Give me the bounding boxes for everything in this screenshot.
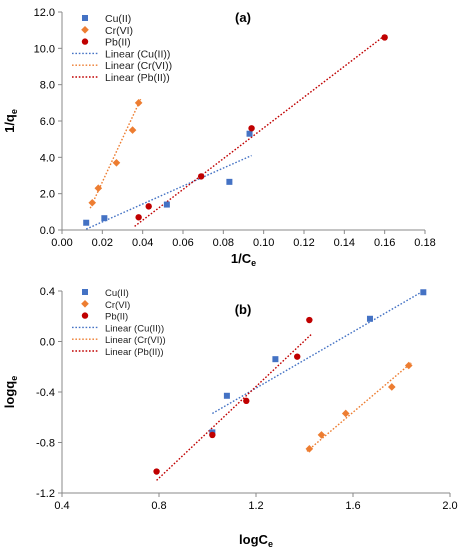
data-point <box>272 356 279 363</box>
y-tick-label: 6.0 <box>40 116 55 128</box>
legend-marker <box>81 26 89 34</box>
trendline <box>134 35 386 227</box>
trendline <box>85 154 252 230</box>
data-point <box>88 198 97 207</box>
legend-marker <box>81 300 89 308</box>
data-point <box>243 397 250 405</box>
x-axis-label: 1/Ce <box>231 251 256 268</box>
y-tick-label: 10.0 <box>34 43 55 55</box>
data-point <box>226 178 233 185</box>
trendline <box>156 333 313 481</box>
data-point <box>128 126 137 134</box>
legend-label: Pb(II) <box>105 37 131 49</box>
y-tick-label: 8.0 <box>40 80 55 92</box>
x-tick-label: 0.06 <box>172 237 193 249</box>
x-tick-label: 1.6 <box>345 500 360 512</box>
y-tick-label: 2.0 <box>40 189 55 201</box>
x-tick-label: 1.2 <box>248 500 263 512</box>
y-axis-label: 1/qe <box>2 109 19 133</box>
y-tick-label: -0.4 <box>36 387 55 399</box>
y-tick-label: 0.0 <box>40 337 55 349</box>
y-tick-label: 12.0 <box>34 7 55 19</box>
x-tick-label: 0.08 <box>213 237 234 249</box>
legend-marker <box>81 38 89 45</box>
data-point <box>294 353 301 360</box>
chart-panel-b: 0.4 0.8 1.2 1.6 2.0 -1.2 -0.8 -0.4 0.0 0.4 logCe lo… <box>2 286 458 549</box>
legend-label: Linear (Cu(II)) <box>105 323 164 334</box>
data-point <box>366 315 373 322</box>
data-point <box>388 383 396 391</box>
x-axis-label: logCe <box>239 532 273 549</box>
data-point <box>223 392 230 399</box>
data-point <box>341 409 350 418</box>
y-tick-label: 0.4 <box>40 286 55 298</box>
legend-label: Linear (Cr(VI)) <box>105 60 172 72</box>
legend-label: Cu(II) <box>105 13 131 25</box>
legend-marker <box>81 312 89 319</box>
data-point <box>305 445 314 453</box>
x-tick-label: 0.04 <box>132 237 153 249</box>
data-point <box>134 99 143 107</box>
legend-label: Linear (Cr(VI)) <box>105 335 166 346</box>
y-tick-label: -0.8 <box>36 438 55 450</box>
y-tick-label: 0.0 <box>40 225 55 237</box>
x-tick-label: 0.4 <box>54 500 69 512</box>
legend-label: Linear (Pb(II)) <box>105 347 164 358</box>
x-tick-label: 0.14 <box>334 237 355 249</box>
legend-marker <box>82 15 88 21</box>
chart-panel-a: 0.00 0.02 0.04 0.06 0.08 0.10 0.12 0.14 0.16 0.18… <box>2 7 436 268</box>
data-point <box>197 173 205 180</box>
legend: Cu(II)Cr(VI)Pb(II)Linear (Cu(II))Linear … <box>72 288 166 358</box>
data-point <box>94 184 103 193</box>
legend-label: Cu(II) <box>105 288 129 299</box>
panel-label: (b) <box>235 302 252 317</box>
data-point <box>83 219 90 226</box>
data-point <box>163 201 170 208</box>
data-point <box>209 431 216 439</box>
data-point <box>317 431 326 439</box>
panel-label: (a) <box>235 10 251 25</box>
x-tick-label: 0.10 <box>253 237 274 249</box>
x-tick-label: 2.0 <box>442 500 457 512</box>
x-tick-label: 0.00 <box>51 237 72 249</box>
legend-label: Pb(II) <box>105 312 128 323</box>
x-tick-label: 0.02 <box>92 237 113 249</box>
data-point <box>101 215 108 222</box>
data-point <box>153 468 160 475</box>
y-tick-label: 4.0 <box>40 152 55 164</box>
legend-label: Cr(VI) <box>105 300 130 311</box>
legend-label: Cr(VI) <box>105 25 133 37</box>
x-tick-label: 0.12 <box>293 237 314 249</box>
data-point <box>246 130 253 137</box>
legend: Cu(II)Cr(VI)Pb(II)Linear (Cu(II))Linear … <box>72 13 172 84</box>
data-point <box>381 34 388 41</box>
legend-label: Linear (Pb(II)) <box>105 72 170 84</box>
data-point <box>145 203 152 210</box>
data-point <box>404 361 413 370</box>
data-point <box>112 158 121 167</box>
data-point <box>420 289 427 296</box>
legend-label: Linear (Cu(II)) <box>105 48 170 60</box>
legend-marker <box>82 289 88 295</box>
data-point <box>135 214 142 221</box>
x-tick-label: 0.8 <box>151 500 166 512</box>
data-point <box>306 316 313 324</box>
x-tick-label: 0.18 <box>414 237 435 249</box>
data-point <box>248 125 255 132</box>
trendline <box>306 362 412 452</box>
y-tick-label: -1.2 <box>36 488 55 500</box>
y-axis-label: logqe <box>2 376 19 408</box>
x-tick-label: 0.16 <box>374 237 395 249</box>
trendline <box>89 98 142 209</box>
